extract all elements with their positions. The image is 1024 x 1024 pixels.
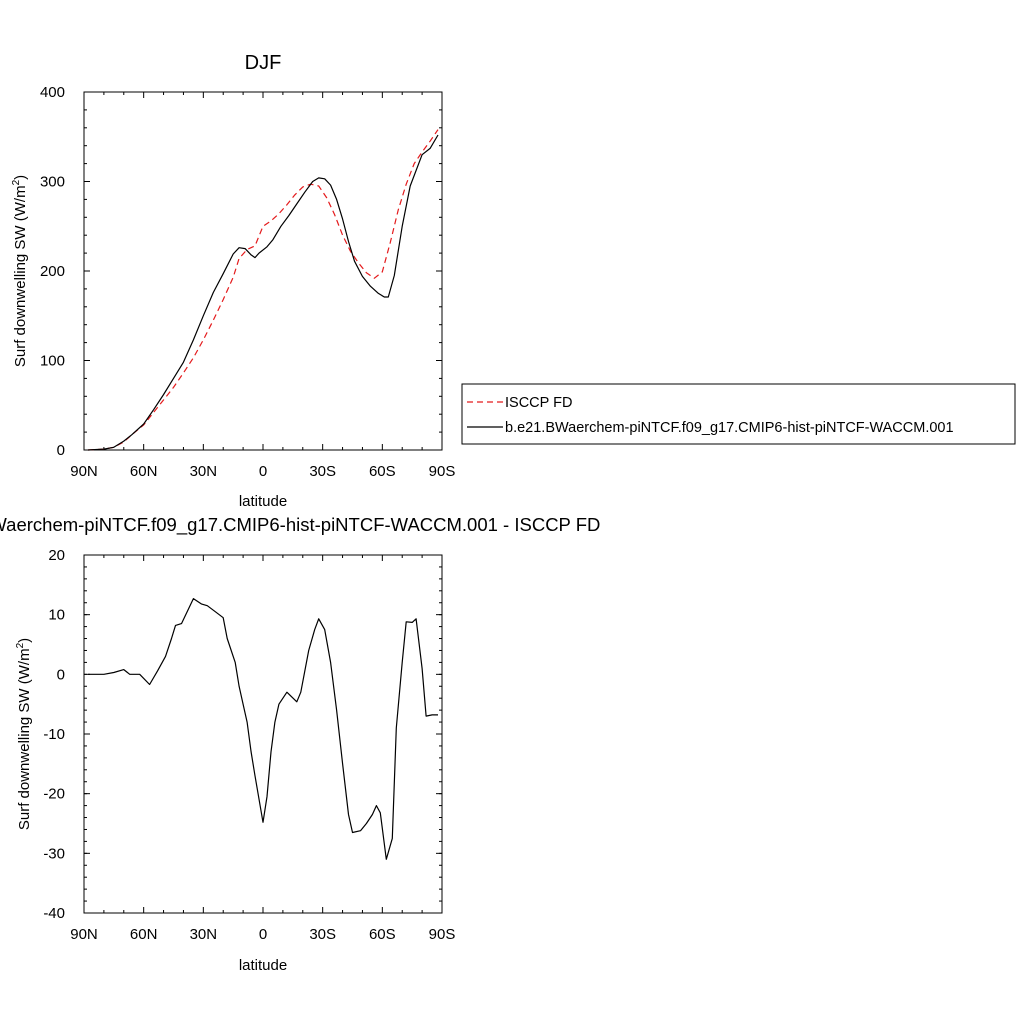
x-tick-label: 60S — [369, 926, 396, 943]
y-tick-label: -40 — [43, 905, 65, 922]
top-y-axis-label: Surf downwelling SW (W/m2) — [11, 175, 29, 367]
y-tick-label: -10 — [43, 726, 65, 743]
x-tick-label: 60S — [369, 463, 396, 480]
bottom-x-axis-label: latitude — [239, 957, 287, 974]
y-tick-label: -20 — [43, 786, 65, 803]
series-line-model — [87, 134, 439, 451]
series-line-isccp-fd — [87, 129, 439, 451]
y-tick-label: 100 — [40, 353, 65, 370]
bottom-y-axis-label: Surf downwelling SW (W/m2) — [15, 638, 33, 830]
series-line-model — [88, 597, 438, 860]
bottom-y-axis: -40 -30 -20 -10 0 10 20 — [43, 547, 442, 922]
y-tick-label: -30 — [43, 845, 65, 862]
bottom-plot-frame — [83, 554, 443, 914]
top-x-axis: 90N 60N 30N 0 30S 60S 90S — [70, 92, 455, 480]
y-tick-label: 10 — [48, 607, 65, 624]
y-tick-label: 20 — [48, 547, 65, 564]
y-tick-label: 200 — [40, 263, 65, 280]
x-tick-label: 30S — [309, 926, 336, 943]
top-x-axis-label: latitude — [239, 493, 287, 510]
bottom-panel: b.e21.BWaerchem-piNTCF.f09_g17.CMIP6-his… — [0, 514, 600, 974]
x-tick-label: 30N — [190, 463, 218, 480]
y-tick-label: 0 — [57, 666, 65, 683]
x-tick-label: 0 — [259, 463, 267, 480]
x-tick-label: 60N — [130, 463, 158, 480]
x-tick-label: 90S — [429, 463, 456, 480]
top-plot-frame — [83, 91, 443, 451]
legend-label-model: b.e21.BWaerchem-piNTCF.f09_g17.CMIP6-his… — [505, 420, 954, 436]
bottom-chart-title: b.e21.BWaerchem-piNTCF.f09_g17.CMIP6-his… — [0, 514, 600, 536]
legend-label-isccp: ISCCP FD — [505, 395, 572, 411]
x-tick-label: 30N — [190, 926, 218, 943]
x-tick-label: 60N — [130, 926, 158, 943]
legend: ISCCP FD b.e21.BWaerchem-piNTCF.f09_g17.… — [461, 383, 1016, 445]
x-tick-label: 0 — [259, 926, 267, 943]
bottom-x-axis: 90N 60N 30N 0 30S 60S 90S — [70, 555, 455, 943]
bottom-series-group — [88, 597, 438, 860]
x-tick-label: 90N — [70, 926, 98, 943]
y-tick-label: 300 — [40, 174, 65, 191]
top-series-group — [87, 129, 439, 451]
top-panel: DJF 90N 60N 30N 0 30S 60S 90S 0 100 200 300 400 la… — [11, 52, 455, 510]
x-tick-label: 30S — [309, 463, 336, 480]
y-tick-label: 400 — [40, 84, 65, 101]
top-y-axis: 0 100 200 300 400 — [40, 84, 442, 459]
x-tick-label: 90N — [70, 463, 98, 480]
y-tick-label: 0 — [57, 442, 65, 459]
legend-box — [461, 383, 1016, 445]
top-chart-title: DJF — [245, 52, 282, 74]
x-tick-label: 90S — [429, 926, 456, 943]
